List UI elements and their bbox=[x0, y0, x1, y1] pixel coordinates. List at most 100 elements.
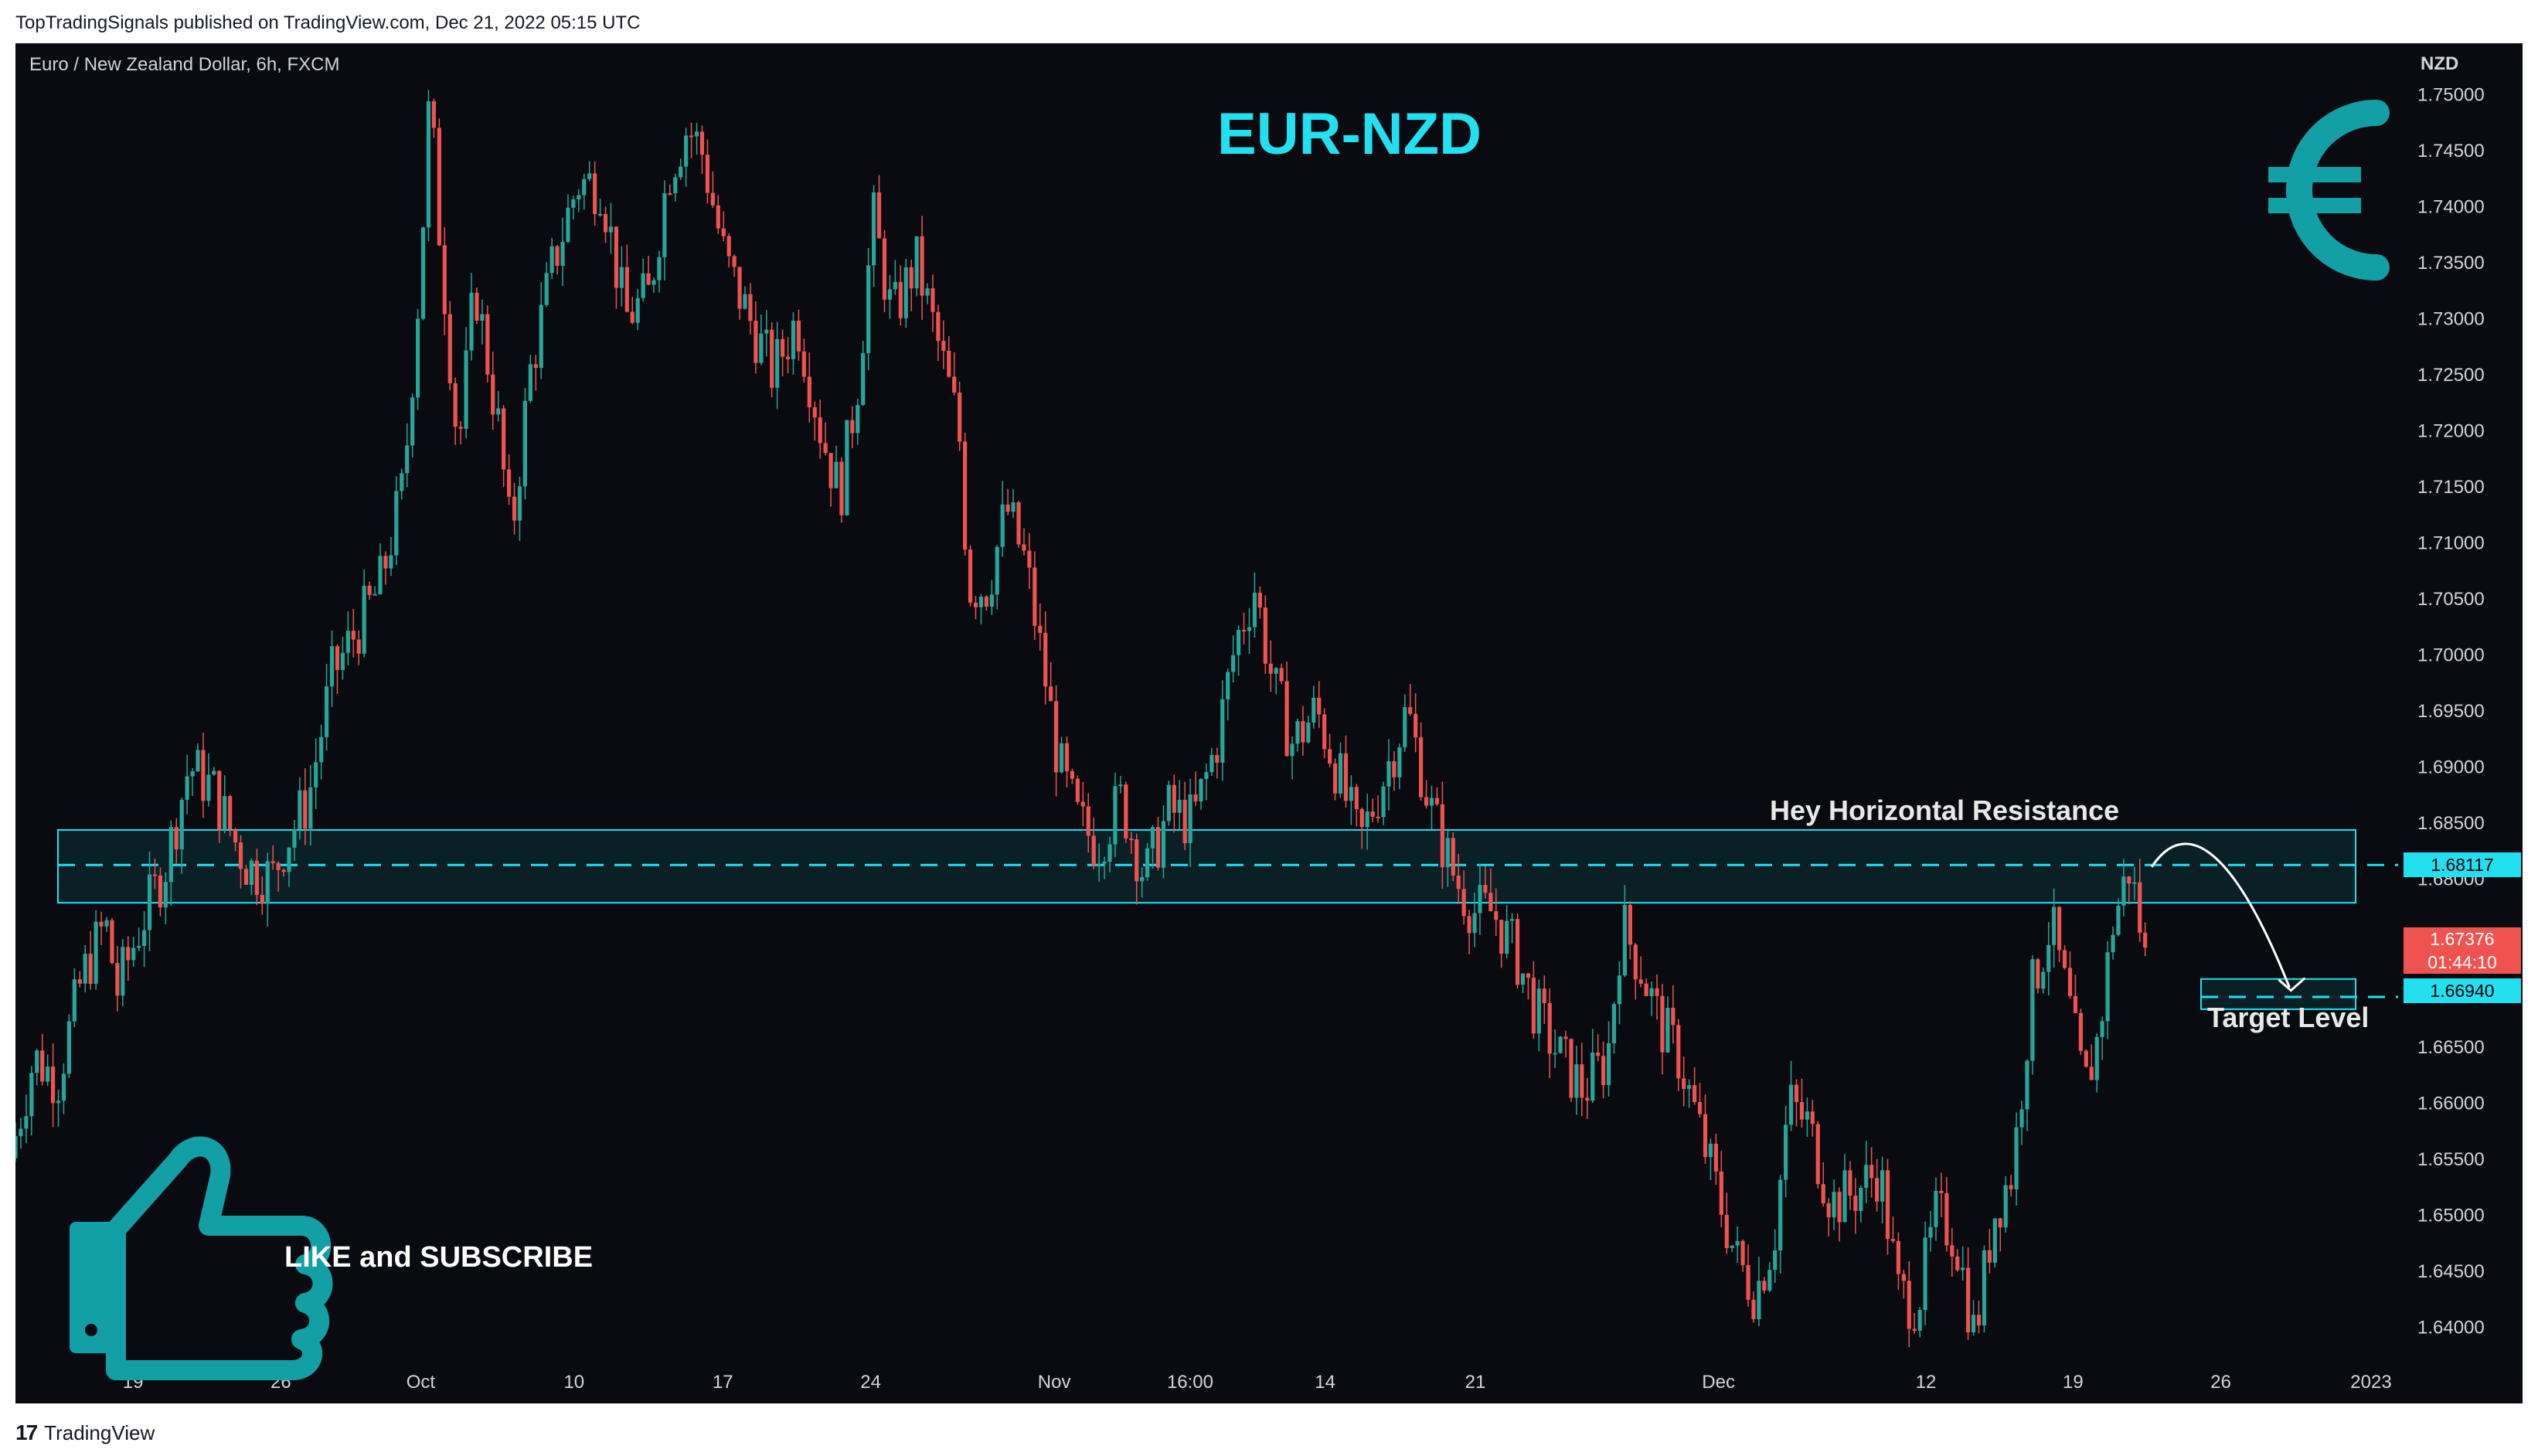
x-tick-label: 21 bbox=[1465, 1372, 1486, 1393]
candle-body bbox=[1982, 1250, 1987, 1326]
candle-body bbox=[689, 135, 694, 138]
candle-body bbox=[2057, 907, 2062, 951]
tradingview-footer[interactable]: 17 TradingView bbox=[15, 1420, 155, 1445]
candle-body bbox=[845, 420, 849, 515]
candle-body bbox=[861, 353, 866, 406]
candle-body bbox=[1580, 1064, 1584, 1098]
symbol-label[interactable]: Euro / New Zealand Dollar, 6h, FXCM bbox=[29, 54, 340, 75]
candle-body bbox=[1220, 699, 1225, 763]
target-label: Target Level bbox=[2207, 1002, 2370, 1033]
candle-body bbox=[646, 273, 651, 285]
candle-body bbox=[415, 318, 420, 398]
candle-body bbox=[383, 556, 388, 569]
candle-body bbox=[362, 585, 366, 654]
target-price-label: 1.66940 bbox=[2404, 978, 2521, 1003]
candle-body bbox=[437, 128, 441, 246]
candle-body bbox=[1429, 798, 1434, 806]
candle-body bbox=[2143, 932, 2148, 948]
candle-body bbox=[1107, 844, 1112, 862]
candle-body bbox=[539, 304, 543, 369]
candle-body bbox=[882, 238, 887, 300]
candle-body bbox=[276, 862, 281, 870]
candle-body bbox=[1644, 983, 1648, 996]
candle-body bbox=[115, 963, 120, 996]
candle-body bbox=[577, 195, 581, 199]
candle-body bbox=[1370, 811, 1375, 817]
candle-body bbox=[1907, 1281, 1911, 1329]
candle-body bbox=[549, 246, 554, 274]
candle-body bbox=[764, 329, 769, 334]
y-tick-label: 1.64500 bbox=[2417, 1261, 2485, 1282]
candle-body bbox=[1671, 1008, 1676, 1026]
candle-body bbox=[1182, 799, 1187, 844]
forecast-arrow bbox=[2150, 842, 2291, 988]
candle-body bbox=[1075, 778, 1080, 802]
candle-body bbox=[1628, 904, 1632, 945]
candle-body bbox=[1665, 1008, 1670, 1053]
candle-body bbox=[1349, 787, 1353, 801]
candle-body bbox=[458, 427, 463, 429]
candle-body bbox=[1730, 1245, 1734, 1248]
candle-body bbox=[1043, 632, 1048, 687]
candle-body bbox=[137, 945, 141, 948]
candle-body bbox=[694, 131, 699, 137]
candle-body bbox=[1301, 721, 1305, 743]
candle-body bbox=[1875, 1178, 1880, 1202]
y-tick-label: 1.64000 bbox=[2417, 1317, 2485, 1338]
price-chart[interactable]: 1.75000 1.74500 1.74000 1.73500 1.73000 1.725… bbox=[15, 43, 2523, 1403]
candle-body bbox=[1859, 1187, 1863, 1211]
x-tick-label: Dec bbox=[1702, 1372, 1735, 1393]
candle-body bbox=[1992, 1218, 1997, 1263]
candle-body bbox=[292, 828, 297, 848]
price-axis-bg bbox=[2400, 43, 2523, 1403]
y-tick-label: 1.71000 bbox=[2417, 532, 2485, 553]
candle-body bbox=[212, 771, 216, 775]
candle-body bbox=[351, 631, 356, 640]
candle-body bbox=[1386, 761, 1391, 787]
candle-body bbox=[968, 549, 973, 603]
candle-body bbox=[1467, 916, 1471, 934]
candle-body bbox=[1553, 1053, 1557, 1055]
candle-body bbox=[1784, 1124, 1788, 1180]
candle-body bbox=[453, 383, 458, 427]
y-tick-label: 1.74000 bbox=[2417, 196, 2485, 217]
candle-body bbox=[1971, 1315, 1976, 1332]
candle-body bbox=[1054, 701, 1059, 773]
candle-body bbox=[99, 921, 104, 927]
candle-body bbox=[1268, 663, 1273, 674]
candle-body bbox=[1118, 784, 1123, 787]
candle-body bbox=[1987, 1250, 1992, 1263]
candle-body bbox=[1155, 827, 1161, 868]
candle-body bbox=[582, 179, 587, 196]
chart-area[interactable]: 1.75000 1.74500 1.74000 1.73500 1.73000 1.725… bbox=[15, 43, 2523, 1403]
candle-body bbox=[522, 400, 528, 487]
candle-body bbox=[1896, 1240, 1900, 1274]
candle-body bbox=[1864, 1165, 1869, 1188]
candle-body bbox=[914, 236, 919, 289]
candle-body bbox=[1403, 707, 1407, 747]
candle-body bbox=[1998, 1218, 2002, 1228]
candle-body bbox=[426, 100, 431, 228]
candle-body bbox=[335, 646, 340, 670]
candle-body bbox=[1483, 885, 1488, 893]
candle-body bbox=[1660, 995, 1665, 1053]
candle-body bbox=[1944, 1192, 1949, 1246]
candle-body bbox=[754, 321, 758, 363]
candle-body bbox=[1955, 1256, 1960, 1271]
candle-body bbox=[952, 376, 957, 393]
candle-body bbox=[163, 882, 168, 908]
euro-icon bbox=[2268, 100, 2390, 281]
candle-body bbox=[963, 441, 968, 550]
candle-body bbox=[1912, 1328, 1917, 1331]
candle-body bbox=[1703, 1114, 1708, 1158]
candle-body bbox=[265, 861, 270, 904]
candle-body bbox=[1655, 988, 1659, 996]
resistance-label: Hey Horizontal Resistance bbox=[1770, 794, 2120, 826]
candle-body bbox=[785, 356, 791, 359]
candle-body bbox=[1279, 668, 1284, 682]
candle-body bbox=[1649, 988, 1654, 996]
candle-body bbox=[2046, 944, 2051, 972]
candle-body bbox=[1917, 1310, 1922, 1331]
candle-body bbox=[420, 227, 426, 319]
candle-body bbox=[684, 135, 689, 167]
